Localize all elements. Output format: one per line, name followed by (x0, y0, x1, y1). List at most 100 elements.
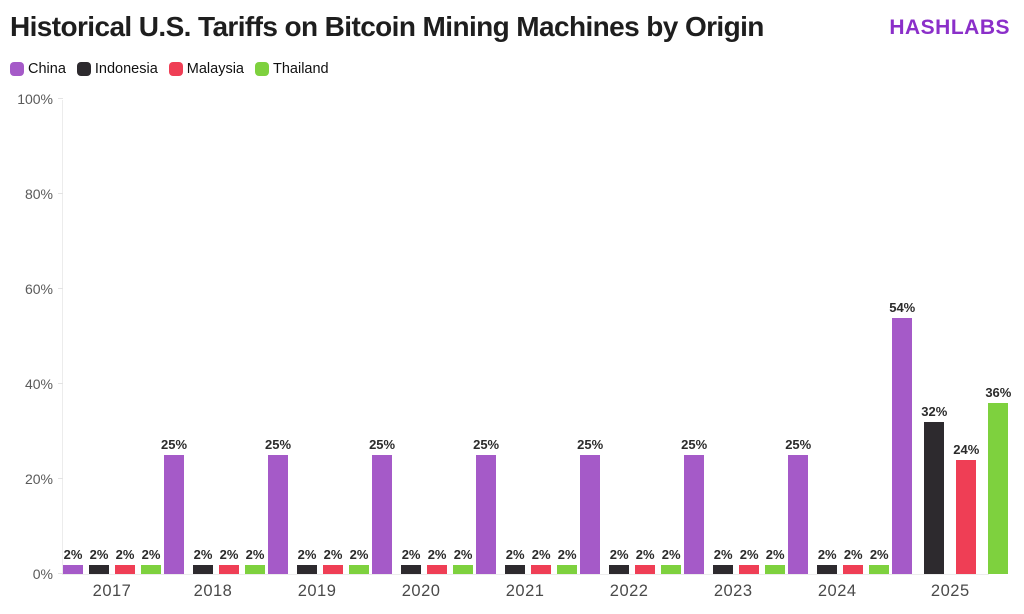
bar-china-2018 (164, 455, 185, 574)
bar-value-label: 25% (577, 437, 604, 453)
bar-col-indonesia-2017: 2% (89, 546, 109, 574)
y-tick-mark (58, 478, 63, 479)
bars-2025: 54% 32% 24% 36% (889, 100, 1011, 574)
y-tick-mark (58, 98, 63, 99)
bar-value-label: 2% (843, 546, 863, 562)
bar-value-label: 2% (401, 546, 421, 562)
bar-value-label: 2% (453, 546, 473, 562)
legend-label: Malaysia (186, 61, 244, 77)
bars-2020: 25% 2% 2% 2% (369, 100, 474, 574)
bar-china-2020 (372, 455, 393, 574)
bar-indonesia-2024 (817, 564, 838, 574)
header: Historical U.S. Tariffs on Bitcoin Minin… (10, 11, 1010, 43)
bar-group-2020: 25% 2% 2% 2% 2020 (369, 100, 474, 600)
bar-col-indonesia-2024: 2% (817, 546, 838, 574)
y-tick-mark (58, 573, 63, 574)
x-tick-label-2024: 2024 (817, 582, 857, 600)
bar-col-indonesia-2022: 2% (609, 547, 630, 574)
bars-2022: 25% 2% 2% 2% (577, 100, 682, 574)
bar-value-label: 2% (63, 546, 83, 562)
bar-indonesia-2023 (713, 564, 734, 574)
y-tick-label: 80% (24, 186, 53, 202)
bar-group-2024: 25% 2% 2% 2% 2024 (785, 100, 890, 600)
bar-malaysia-2022 (635, 564, 656, 574)
legend-label: Thailand (273, 61, 329, 77)
bar-col-indonesia-2020: 2% (401, 546, 422, 574)
x-tick-label-2022: 2022 (609, 582, 649, 600)
bar-indonesia-2020 (401, 564, 422, 574)
bar-col-indonesia-2025: 32% (921, 404, 947, 574)
bars-2017: 2% 2% 2% 2% (63, 100, 161, 574)
bar-thailand-2024 (869, 564, 890, 574)
legend-item-thailand: Thailand (255, 61, 329, 77)
legend-item-malaysia: Malaysia (168, 61, 244, 77)
bar-col-malaysia-2023: 2% (739, 547, 760, 574)
bar-value-label: 25% (161, 437, 188, 453)
bar-indonesia-2025 (924, 422, 945, 574)
bar-thailand-2023 (765, 564, 786, 574)
bar-value-label: 2% (89, 546, 109, 562)
bar-value-label: 25% (369, 437, 396, 453)
bar-thailand-2025 (988, 403, 1009, 574)
bar-value-label: 2% (713, 546, 733, 562)
bar-col-malaysia-2021: 2% (531, 546, 552, 574)
bar-value-label: 25% (785, 437, 812, 453)
bar-col-china-2019: 25% (265, 437, 291, 574)
x-tick-label-2021: 2021 (505, 582, 545, 600)
bar-value-label: 2% (817, 546, 837, 562)
bar-value-label: 36% (985, 385, 1012, 400)
bar-col-malaysia-2025: 24% (953, 442, 979, 574)
bar-value-label: 24% (953, 442, 980, 457)
bar-group-2023: 25% 2% 2% 2% 2023 (681, 100, 786, 600)
bar-value-label: 25% (473, 437, 500, 453)
bars-2019: 25% 2% 2% 2% (265, 100, 370, 574)
bar-group-2019: 25% 2% 2% 2% 2019 (265, 100, 370, 600)
bar-col-malaysia-2017: 2% (115, 547, 135, 574)
bar-col-indonesia-2018: 2% (193, 547, 214, 574)
y-tick-mark (58, 288, 63, 289)
y-tick-mark (58, 383, 63, 384)
bar-col-thailand-2023: 2% (765, 546, 786, 574)
bar-col-china-2021: 25% (473, 437, 499, 574)
bars-2023: 25% 2% 2% 2% (681, 100, 786, 574)
chart-plot-area: 0% 20% 40% 60% 80% 100% 2% 2% 2% 2% 2017 25% 2% 2% 2%… (17, 91, 1011, 600)
bar-malaysia-2024 (843, 564, 864, 574)
bar-value-label: 2% (765, 546, 785, 562)
bar-value-label: 2% (219, 546, 239, 562)
bar-indonesia-2018 (193, 564, 214, 574)
bar-col-china-2018: 25% (161, 437, 187, 574)
page-title: Historical U.S. Tariffs on Bitcoin Minin… (10, 11, 764, 42)
bars-2021: 25% 2% 2% 2% (473, 100, 578, 574)
bar-value-label: 2% (557, 546, 577, 562)
bar-col-indonesia-2023: 2% (713, 546, 734, 574)
bar-group-2025: 54% 32% 24% 36% 2025 (889, 100, 1011, 601)
x-tick-label-2025: 2025 (930, 582, 970, 600)
x-tick-label-2023: 2023 (713, 582, 753, 600)
bar-col-thailand-2024: 2% (869, 547, 890, 574)
bar-malaysia-2021 (531, 564, 552, 574)
bar-groups: 2% 2% 2% 2% 2017 25% 2% 2% 2% 2018 25% 2% 2% 2% 2019 25… (63, 100, 1011, 600)
bar-col-malaysia-2019: 2% (323, 547, 344, 574)
legend-item-china: China (10, 61, 66, 77)
legend-item-indonesia: Indonesia (76, 61, 158, 77)
bar-col-indonesia-2019: 2% (297, 547, 318, 574)
y-tick-label: 0% (32, 566, 53, 582)
brand-logo: HASHLABS (889, 16, 1010, 39)
bar-col-thailand-2022: 2% (661, 546, 682, 574)
bar-value-label: 2% (661, 546, 681, 562)
bar-indonesia-2017 (89, 564, 109, 574)
bar-col-china-2023: 25% (681, 437, 707, 574)
y-tick-label: 60% (24, 281, 53, 297)
bar-value-label: 25% (265, 437, 292, 453)
bar-malaysia-2019 (323, 564, 344, 574)
bar-col-china-2024: 25% (785, 437, 811, 574)
bar-china-2024 (788, 455, 809, 574)
bar-malaysia-2023 (739, 564, 760, 574)
bar-value-label: 2% (635, 546, 655, 562)
bar-col-malaysia-2022: 2% (635, 546, 656, 574)
bar-col-malaysia-2024: 2% (843, 546, 864, 574)
bar-value-label: 25% (681, 437, 708, 453)
bar-thailand-2021 (557, 564, 578, 574)
bar-value-label: 2% (427, 546, 447, 562)
bar-value-label: 2% (531, 546, 551, 562)
